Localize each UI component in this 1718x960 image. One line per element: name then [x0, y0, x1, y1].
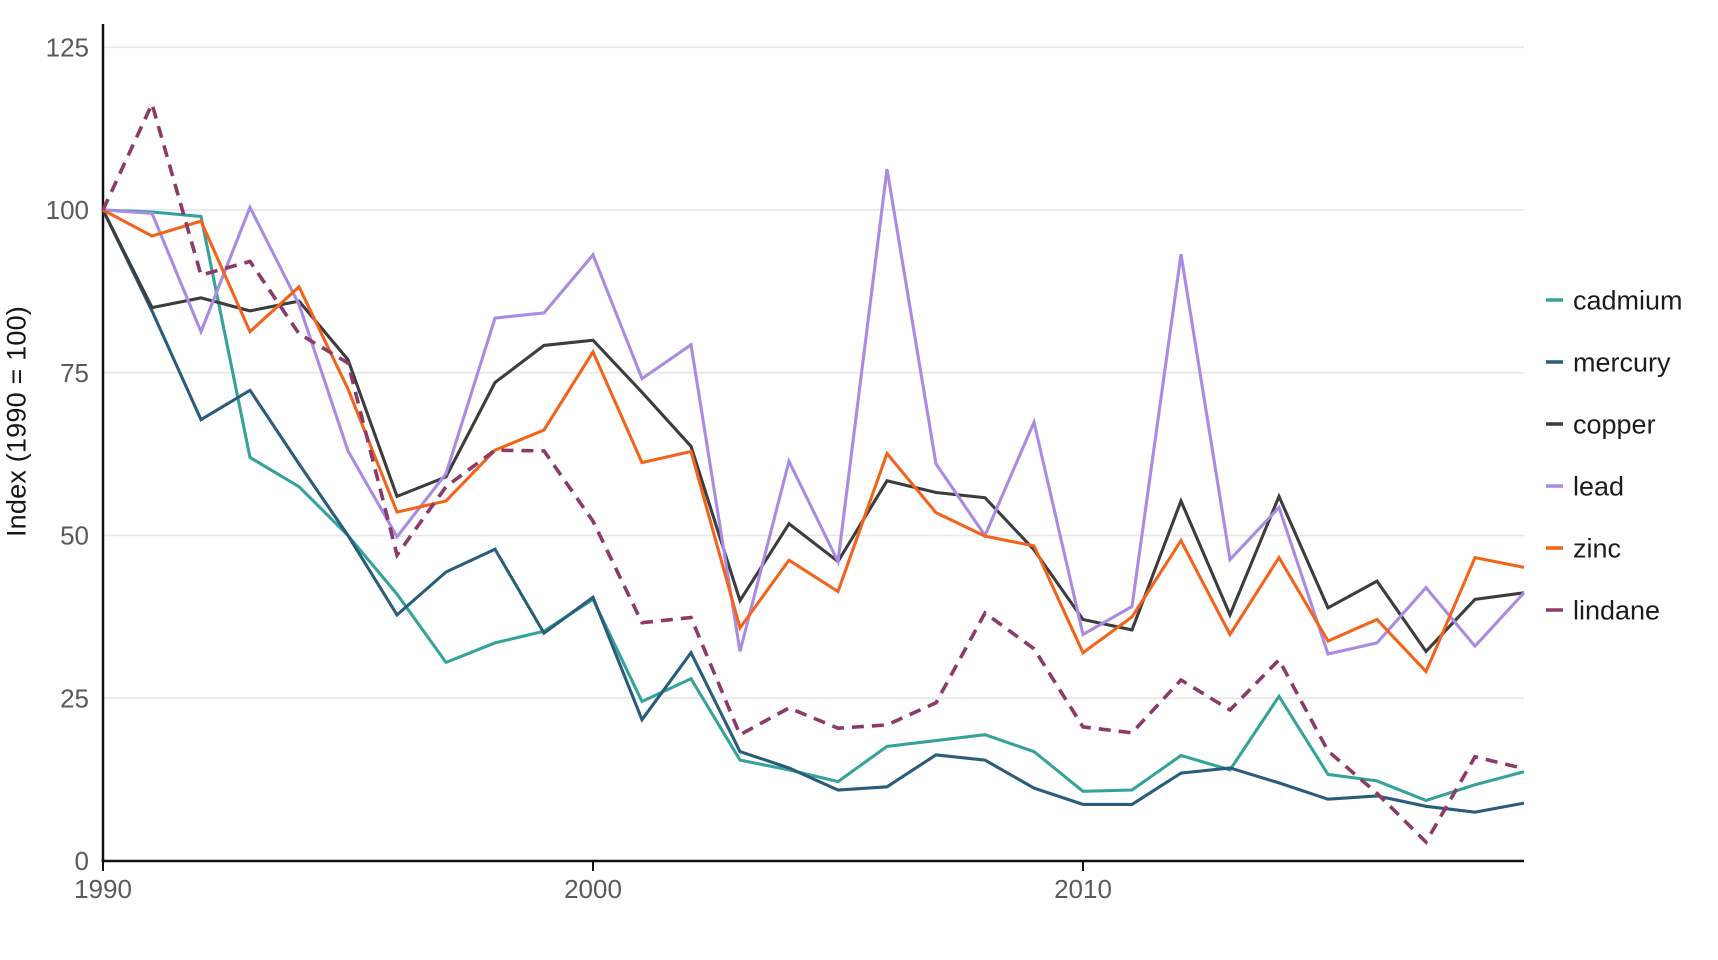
series-line-lead: [102, 168, 1526, 656]
y-tick-label-100: 100: [46, 195, 89, 225]
x-tick-label-2000: 2000: [564, 874, 622, 904]
x-tick-label-1990: 1990: [74, 874, 132, 904]
legend-item-lead[interactable]: lead: [1546, 472, 1624, 502]
y-tick-label-25: 25: [60, 683, 89, 713]
y-tick-label-50: 50: [60, 521, 89, 551]
series-line-lindane: [101, 98, 1525, 846]
y-tick-label-75: 75: [60, 358, 89, 388]
legend-label-cadmium: cadmium: [1573, 286, 1683, 316]
legend-item-lindane[interactable]: lindane: [1546, 596, 1660, 626]
y-tick-label-125: 125: [46, 32, 89, 62]
legend-label-lead: lead: [1573, 472, 1624, 502]
legend-item-cadmium[interactable]: cadmium: [1546, 286, 1683, 316]
series-line-copper: [101, 209, 1525, 654]
legend-label-mercury: mercury: [1573, 348, 1671, 378]
legend-label-copper: copper: [1573, 410, 1656, 440]
legend-label-zinc: zinc: [1573, 534, 1621, 564]
y-tick-label-0: 0: [75, 846, 89, 876]
series-line-zinc: [102, 208, 1525, 675]
legend-item-mercury[interactable]: mercury: [1546, 348, 1671, 378]
series-line-mercury: [101, 209, 1525, 814]
x-tick-label-2010: 2010: [1054, 874, 1112, 904]
legend-item-zinc[interactable]: zinc: [1546, 534, 1621, 564]
y-axis-title: Index (1990 = 100): [1, 305, 32, 538]
legend-item-copper[interactable]: copper: [1546, 410, 1656, 440]
series-line-cadmium: [102, 208, 1525, 803]
legend-label-lindane: lindane: [1573, 596, 1660, 626]
